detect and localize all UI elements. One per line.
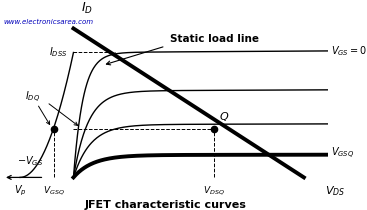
Text: JFET characteristic curves: JFET characteristic curves — [85, 200, 247, 210]
Text: Static load line: Static load line — [171, 34, 259, 45]
Text: $V_{GSQ}$: $V_{GSQ}$ — [43, 184, 65, 197]
Text: $V_p$: $V_p$ — [14, 184, 26, 198]
Text: $V_{GSQ}$: $V_{GSQ}$ — [331, 146, 354, 161]
Text: $V_{DSQ}$: $V_{DSQ}$ — [203, 184, 225, 197]
Text: $V_{GS}=0$: $V_{GS}=0$ — [331, 44, 367, 58]
Text: $I_{DQ}$: $I_{DQ}$ — [25, 90, 40, 105]
Text: www.electronicsarea.com: www.electronicsarea.com — [3, 19, 93, 25]
Text: $I_{DSS}$: $I_{DSS}$ — [49, 46, 68, 59]
Text: $V_{DS}$: $V_{DS}$ — [325, 184, 346, 198]
Text: $-V_{GS}$: $-V_{GS}$ — [17, 154, 43, 168]
Text: $Q$: $Q$ — [219, 110, 229, 123]
Text: $I_D$: $I_D$ — [81, 1, 93, 16]
